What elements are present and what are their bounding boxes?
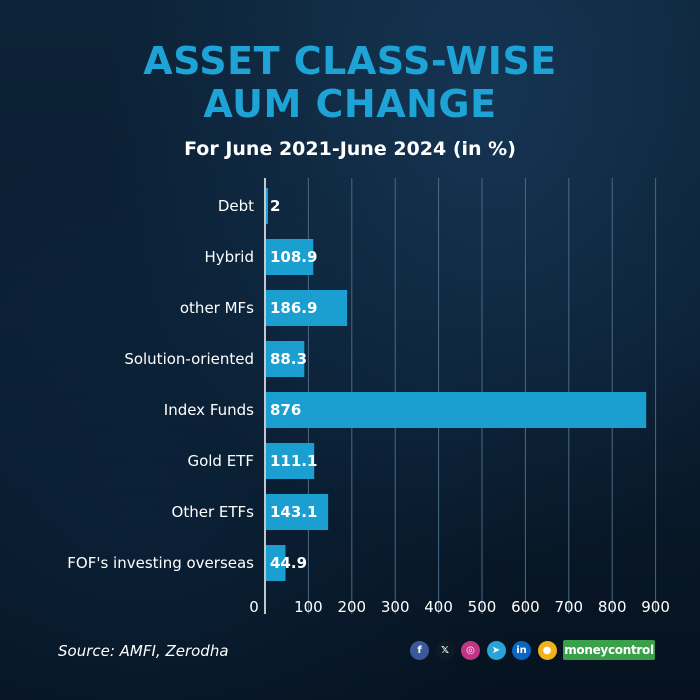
source-note: Source: AMFI, Zerodha (58, 642, 229, 660)
moneycontrol-logo: moneycontrol (563, 640, 655, 660)
instagram-icon[interactable]: ◎ (461, 641, 480, 660)
bar (266, 545, 286, 581)
x-icon[interactable]: 𝕏 (435, 641, 455, 660)
x-tick-label: 600 (511, 598, 540, 616)
bar (266, 392, 647, 428)
bar (266, 188, 268, 224)
category-label: Solution-oriented (124, 350, 254, 368)
data-label: 876 (270, 401, 301, 419)
data-label: 143.1 (270, 503, 317, 521)
chart-title-line-1: ASSET CLASS-WISE (143, 39, 557, 83)
bar (266, 239, 314, 275)
facebook-icon[interactable]: f (410, 641, 429, 660)
x-tick-label: 200 (337, 598, 366, 616)
category-label: Debt (218, 197, 254, 215)
x-tick-label: 900 (641, 598, 670, 616)
koo-icon[interactable]: ● (537, 641, 557, 660)
data-label: 111.1 (270, 452, 317, 470)
category-label: Gold ETF (187, 452, 254, 470)
bar (266, 290, 348, 326)
category-label: other MFs (180, 299, 254, 317)
x-tick-label: 800 (598, 598, 627, 616)
data-label: 108.9 (270, 248, 317, 266)
chart-subtitle: For June 2021-June 2024 (in %) (184, 138, 516, 160)
bar-chart: 2 Debt 108.9 Hybrid 186.9 other MFs 88.3 Soluti… (67, 178, 670, 616)
category-label: Index Funds (164, 401, 254, 419)
x-tick-label: 300 (381, 598, 410, 616)
data-label: 2 (270, 197, 280, 215)
chart-title-line-2: AUM CHANGE (203, 82, 497, 126)
data-label: 44.9 (270, 554, 307, 572)
bar (266, 443, 315, 479)
x-tick-label: 400 (424, 598, 453, 616)
category-label: Hybrid (204, 248, 254, 266)
bar (266, 494, 329, 530)
x-tick-label: 0 (249, 598, 259, 616)
linkedin-icon[interactable]: in (512, 641, 531, 660)
bar (266, 341, 305, 377)
category-label: FOF's investing overseas (67, 554, 254, 572)
telegram-icon[interactable]: ➤ (486, 641, 506, 660)
x-tick-label: 500 (468, 598, 497, 616)
data-label: 186.9 (270, 299, 317, 317)
category-label: Other ETFs (172, 503, 255, 521)
x-tick-label: 100 (294, 598, 323, 616)
x-tick-label: 700 (554, 598, 583, 616)
data-label: 88.3 (270, 350, 307, 368)
